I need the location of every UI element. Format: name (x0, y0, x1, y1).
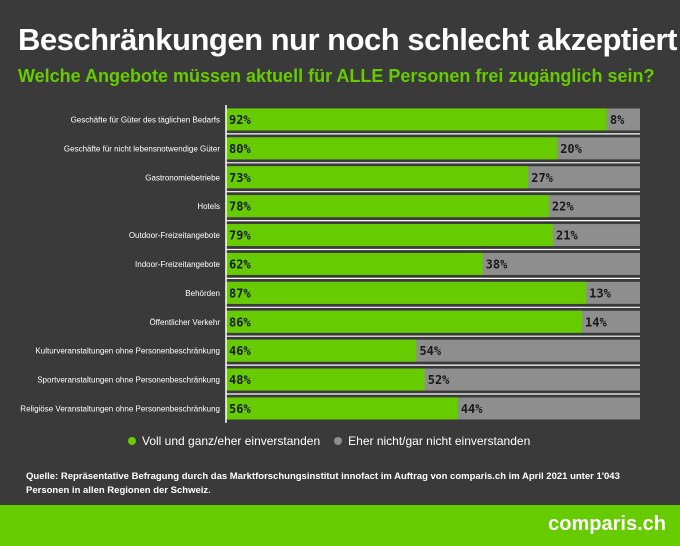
bar-agree (226, 166, 529, 189)
data-label-disagree: 8% (610, 113, 625, 127)
data-label-disagree: 21% (556, 229, 578, 243)
data-label-agree: 46% (229, 344, 251, 358)
data-label-agree: 87% (229, 286, 251, 300)
category-label: Geschäfte für Güter des täglichen Bedarf… (71, 115, 220, 124)
chart-title: Beschränkungen nur noch schlecht akzepti… (18, 22, 677, 57)
category-label: Sportveranstaltungen ohne Personenbeschr… (37, 376, 220, 385)
bar-agree (226, 252, 483, 275)
data-label-disagree: 13% (589, 286, 611, 300)
data-label-agree: 86% (229, 315, 251, 329)
bar-agree (226, 368, 425, 391)
footer-bar: comparis.ch (0, 505, 680, 546)
bar-agree (226, 281, 587, 304)
data-label-agree: 92% (229, 113, 251, 127)
category-label: Behörden (185, 289, 220, 298)
legend-label-disagree: Eher nicht/gar nicht einverstanden (348, 434, 531, 448)
chart-subtitle: Welche Angebote müssen aktuell für ALLE … (18, 66, 655, 86)
category-label: Hotels (197, 202, 220, 211)
bar-agree (226, 339, 417, 362)
data-label-agree: 78% (229, 200, 251, 214)
data-label-agree: 48% (229, 373, 251, 387)
bar-agree (226, 137, 558, 160)
bar-agree (226, 224, 554, 247)
data-label-agree: 62% (229, 257, 251, 271)
data-label-disagree: 14% (585, 315, 607, 329)
data-label-disagree: 22% (552, 200, 574, 214)
bar-agree (226, 195, 549, 218)
data-label-disagree: 44% (461, 402, 483, 416)
data-label-disagree: 38% (486, 257, 508, 271)
category-label: Öffentlicher Verkehr (149, 318, 220, 327)
bar-agree (226, 108, 607, 131)
data-label-disagree: 52% (428, 373, 450, 387)
legend-item-disagree: Eher nicht/gar nicht einverstanden (334, 434, 530, 448)
category-label: Religiöse Veranstaltungen ohne Personenb… (20, 404, 220, 413)
data-label-agree: 79% (229, 229, 251, 243)
category-label: Indoor-Freizeitangebote (135, 260, 220, 269)
data-label-disagree: 27% (531, 171, 553, 185)
data-label-disagree: 20% (560, 142, 582, 156)
source-note: Quelle: Repräsentative Befragung durch d… (26, 471, 620, 496)
category-label: Gastronomiebetriebe (145, 173, 220, 182)
category-label: Geschäfte für nicht lebensnotwendige Güt… (64, 144, 220, 153)
data-label-disagree: 54% (419, 344, 441, 358)
category-label: Outdoor-Freizeitangebote (129, 231, 221, 240)
legend-label-agree: Voll und ganz/eher einverstanden (142, 434, 321, 448)
legend: Voll und ganz/eher einverstanden Eher ni… (128, 434, 544, 448)
legend-swatch-agree (128, 437, 136, 445)
data-label-agree: 56% (229, 402, 251, 416)
category-label: Kulturveranstaltungen ohne Personenbesch… (35, 347, 220, 356)
data-label-agree: 80% (229, 142, 251, 156)
comparis-logo: comparis.ch (548, 513, 666, 535)
legend-swatch-disagree (334, 437, 343, 445)
data-label-agree: 73% (229, 171, 251, 185)
legend-item-agree: Voll und ganz/eher einverstanden (128, 434, 320, 448)
stacked-bar-chart: Geschäfte für Güter des täglichen Bedarf… (20, 105, 640, 423)
bar-agree (226, 310, 583, 333)
bar-agree (226, 397, 458, 420)
